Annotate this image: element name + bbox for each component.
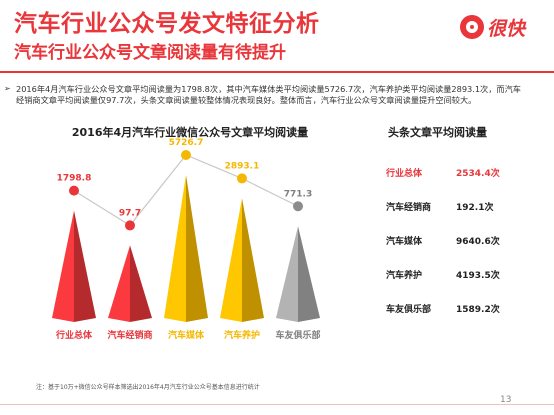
headline-row-label: 汽车养护	[386, 271, 423, 281]
page-number: 13	[500, 395, 512, 405]
headline-row-label: 行业总体	[386, 169, 423, 179]
category-label: 行业总体	[55, 329, 93, 341]
data-label: 771.3	[284, 189, 312, 199]
pyramid-bar-right-face	[298, 226, 320, 322]
category-label: 汽车媒体	[168, 329, 205, 341]
logo-icon	[460, 15, 484, 39]
brand-logo: 很快	[460, 12, 525, 42]
headline-row-value: 192.1次	[456, 203, 494, 213]
pyramid-bar-left-face	[276, 226, 298, 322]
headline-row-label: 汽车经销商	[386, 203, 432, 213]
data-marker	[69, 185, 79, 196]
headline-row-label: 汽车媒体	[386, 237, 423, 247]
headline-row-value: 2534.4次	[456, 169, 500, 179]
pyramid-bar-right-face	[74, 210, 96, 322]
pyramid-bar-right-face	[242, 198, 264, 322]
page-subtitle: 汽车行业公众号文章阅读量有待提升	[14, 43, 286, 63]
data-label: 1798.8	[57, 174, 92, 184]
footer-divider	[0, 404, 554, 405]
headline-row-value: 4193.5次	[456, 271, 500, 281]
data-marker	[237, 173, 247, 184]
chart-title: 2016年4月汽车行业微信公众号文章平均阅读量	[71, 126, 309, 139]
pyramid-bar-left-face	[164, 175, 186, 322]
data-marker	[181, 150, 191, 160]
footnote: 注：基于10万+微信公众号样本筛选出2016年4月汽车行业公众号基本信息进行统计	[36, 384, 260, 391]
category-label: 汽车养护	[224, 329, 260, 341]
pyramid-bar-left-face	[220, 198, 242, 322]
data-label: 97.7	[119, 208, 141, 218]
data-label: 2893.1	[225, 161, 260, 171]
page-title: 汽车行业公众号发文特征分析	[14, 11, 320, 37]
data-marker	[125, 220, 135, 231]
pyramid-bar-left-face	[108, 245, 130, 322]
category-label: 车友俱乐部	[275, 329, 320, 341]
logo-text: 很快	[487, 17, 526, 40]
headline-row-value: 9640.6次	[456, 237, 500, 247]
pyramid-bar-right-face	[130, 245, 152, 322]
bullet-icon: ➢	[4, 84, 11, 93]
category-label: 汽车经销商	[107, 329, 152, 341]
data-marker	[293, 201, 303, 212]
summary-text: 2016年4月汽车行业公众号文章平均阅读量为1798.8次，其中汽车媒体类平均阅…	[16, 84, 521, 105]
headline-row-value: 1589.2次	[456, 305, 500, 315]
headline-row-label: 车友俱乐部	[386, 305, 432, 315]
pyramid-bar-right-face	[186, 175, 208, 322]
pyramid-bar-left-face	[52, 210, 74, 322]
header-divider	[0, 71, 554, 73]
data-label: 5726.7	[169, 138, 204, 148]
headline-table-title: 头条文章平均阅读量	[388, 126, 487, 139]
